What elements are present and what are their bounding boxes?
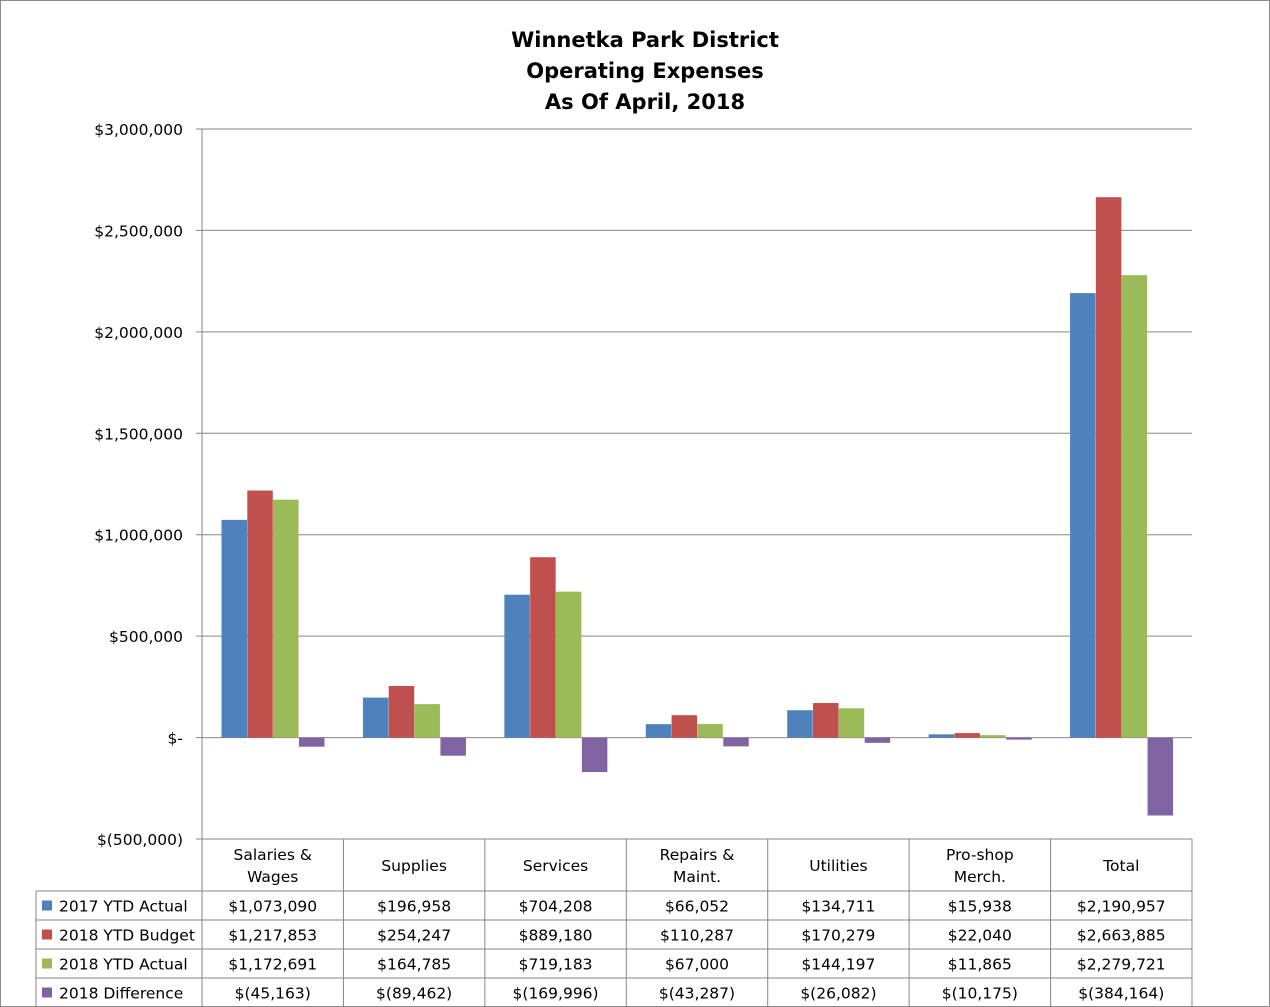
legend-swatch (42, 900, 52, 911)
data-label: $144,197 (801, 956, 875, 974)
bar-2018-ytd-budget (813, 703, 839, 738)
data-label: $(384,164) (1078, 985, 1164, 1003)
bar-2018-difference (299, 737, 325, 747)
bar-2018-difference (1147, 737, 1174, 816)
y-tick-label: $500,000 (109, 628, 183, 646)
legend-label: 2017 YTD Actual (59, 898, 188, 916)
data-label: $66,052 (665, 898, 729, 916)
data-label: $2,190,957 (1077, 898, 1166, 916)
data-label: $1,217,853 (228, 927, 317, 945)
data-label: $110,287 (660, 927, 734, 945)
data-label: $1,172,691 (228, 956, 317, 974)
chart-title-line: As Of April, 2018 (545, 90, 745, 114)
category-label: Salaries & (233, 846, 311, 864)
bar-2018-difference (581, 737, 608, 773)
bar-2018-ytd-budget (530, 557, 556, 738)
legend-label: 2018 YTD Actual (59, 956, 188, 974)
data-label: $(10,175) (942, 985, 1018, 1003)
data-label: $(45,163) (235, 985, 311, 1003)
data-label: $196,958 (377, 898, 451, 916)
data-label: $(26,082) (800, 985, 876, 1003)
bar-2018-difference (440, 737, 466, 756)
bar-2018-ytd-budget (1095, 197, 1122, 738)
data-label: $164,785 (377, 956, 451, 974)
data-label: $719,183 (519, 956, 593, 974)
bar-2018-ytd-actual (838, 708, 865, 738)
bar-2017-ytd-actual (362, 697, 389, 738)
bar-2018-difference (723, 737, 749, 747)
y-tick-label: $- (168, 730, 183, 748)
y-tick-label: $3,000,000 (94, 121, 183, 139)
bar-2018-difference (1006, 737, 1032, 740)
category-label: Merch. (954, 868, 1006, 886)
data-label: $170,279 (801, 927, 875, 945)
data-label: $134,711 (801, 898, 875, 916)
category-label: Services (523, 857, 588, 875)
y-tick-label: $2,000,000 (94, 324, 183, 342)
y-tick-label: $2,500,000 (94, 222, 183, 240)
bar-2018-ytd-budget (247, 490, 273, 738)
category-label: Repairs & (660, 846, 735, 864)
legend-label: 2018 Difference (59, 985, 183, 1003)
category-label: Supplies (381, 857, 447, 875)
category-label: Pro-shop (946, 846, 1014, 864)
bar-2018-ytd-actual (414, 704, 440, 738)
data-label: $889,180 (519, 927, 593, 945)
bar-2017-ytd-actual (1070, 293, 1096, 738)
data-label: $254,247 (377, 927, 451, 945)
category-label: Utilities (809, 857, 867, 875)
data-label: $22,040 (948, 927, 1012, 945)
bar-2017-ytd-actual (504, 594, 530, 738)
data-label: $(89,462) (376, 985, 452, 1003)
data-label: $2,279,721 (1077, 956, 1166, 974)
chart-title-line: Winnetka Park District (511, 28, 779, 52)
chart-title-line: Operating Expenses (526, 59, 764, 83)
bar-2018-ytd-budget (388, 685, 415, 738)
data-label: $704,208 (519, 898, 593, 916)
y-tick-label: $(500,000) (97, 831, 183, 849)
category-label: Maint. (673, 868, 721, 886)
category-label: Total (1102, 857, 1139, 875)
data-label: $2,663,885 (1077, 927, 1166, 945)
bar-2018-ytd-actual (273, 499, 299, 738)
bar-2018-ytd-actual (555, 591, 582, 738)
legend-label: 2018 YTD Budget (59, 927, 195, 945)
data-label: $(43,287) (659, 985, 735, 1003)
category-label: Wages (247, 868, 298, 886)
bar-2018-difference (864, 737, 891, 743)
y-tick-label: $1,000,000 (94, 527, 183, 545)
legend-swatch (42, 958, 52, 969)
y-tick-label: $1,500,000 (94, 425, 183, 443)
bar-2018-ytd-budget (954, 733, 980, 738)
legend-swatch (42, 929, 52, 940)
bar-2018-ytd-actual (1121, 275, 1148, 738)
bar-2018-ytd-actual (980, 735, 1006, 738)
bar-2018-ytd-budget (671, 715, 698, 738)
bar-2017-ytd-actual (928, 734, 955, 738)
data-label: $1,073,090 (228, 898, 317, 916)
data-label: $15,938 (948, 898, 1012, 916)
bar-2017-ytd-actual (645, 724, 672, 738)
legend-swatch (42, 987, 52, 998)
data-label: $(169,996) (513, 985, 599, 1003)
bar-2017-ytd-actual (221, 519, 247, 738)
bar-2018-ytd-actual (697, 723, 723, 738)
data-label: $11,865 (948, 956, 1012, 974)
data-label: $67,000 (665, 956, 729, 974)
bar-2017-ytd-actual (787, 710, 813, 738)
